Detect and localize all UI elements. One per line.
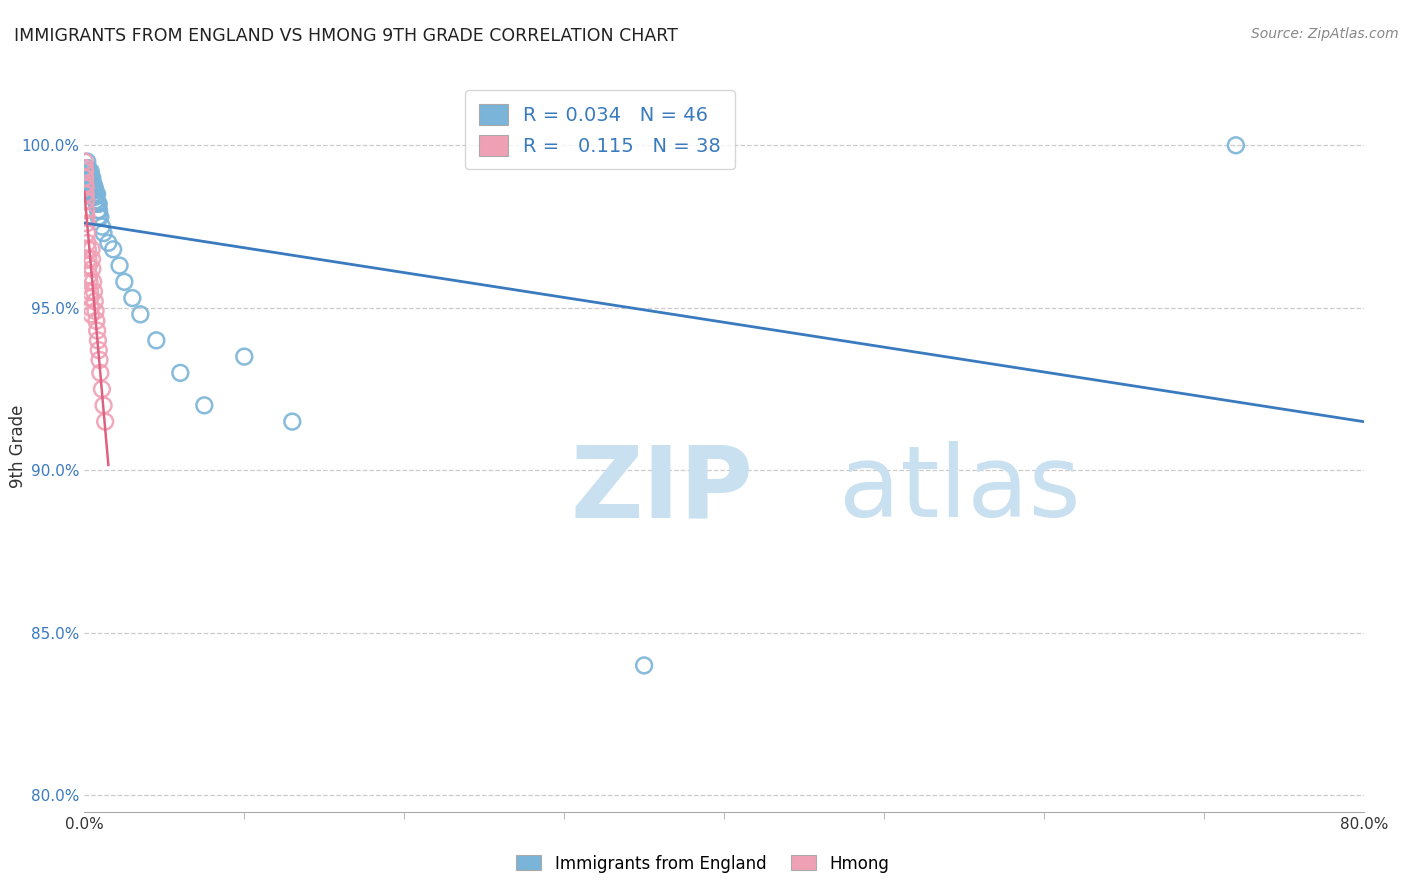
Point — [73, 164, 96, 178]
Point — [80, 301, 103, 315]
Point — [93, 226, 115, 240]
Point — [80, 243, 103, 257]
Point — [233, 350, 256, 364]
Point — [84, 187, 107, 202]
Point — [83, 190, 105, 204]
Point — [77, 170, 100, 185]
Y-axis label: 9th Grade: 9th Grade — [8, 404, 27, 488]
Point — [86, 187, 108, 202]
Point — [87, 196, 110, 211]
Point — [79, 174, 101, 188]
Point — [73, 161, 96, 175]
Point — [77, 164, 100, 178]
Point — [108, 259, 131, 273]
Point — [82, 187, 104, 202]
Point — [82, 275, 104, 289]
Text: ZIP: ZIP — [571, 442, 754, 539]
Point — [80, 164, 103, 178]
Point — [76, 216, 98, 230]
Point — [79, 291, 101, 305]
Point — [93, 398, 115, 412]
Legend: Immigrants from England, Hmong: Immigrants from England, Hmong — [510, 848, 896, 880]
Point — [77, 161, 100, 175]
Point — [633, 658, 655, 673]
Point — [75, 194, 97, 208]
Point — [80, 252, 103, 266]
Point — [82, 180, 104, 194]
Point — [80, 307, 103, 321]
Text: Source: ZipAtlas.com: Source: ZipAtlas.com — [1251, 27, 1399, 41]
Point — [77, 252, 100, 266]
Point — [169, 366, 191, 380]
Legend: R = 0.034   N = 46, R =   0.115   N = 38: R = 0.034 N = 46, R = 0.115 N = 38 — [465, 90, 735, 169]
Point — [75, 180, 97, 194]
Point — [75, 203, 97, 218]
Point — [87, 334, 110, 348]
Point — [84, 304, 107, 318]
Point — [79, 275, 101, 289]
Point — [94, 415, 117, 429]
Point — [86, 314, 108, 328]
Text: IMMIGRANTS FROM ENGLAND VS HMONG 9TH GRADE CORRELATION CHART: IMMIGRANTS FROM ENGLAND VS HMONG 9TH GRA… — [14, 27, 678, 45]
Point — [83, 294, 105, 309]
Point — [76, 210, 98, 224]
Point — [80, 184, 103, 198]
Point — [82, 261, 104, 276]
Point — [281, 415, 304, 429]
Point — [86, 194, 108, 208]
Point — [83, 285, 105, 299]
Point — [83, 178, 105, 192]
Point — [79, 170, 101, 185]
Point — [77, 243, 100, 257]
Point — [89, 366, 111, 380]
Point — [82, 170, 104, 185]
Point — [193, 398, 215, 412]
Point — [86, 196, 108, 211]
Point — [129, 307, 152, 321]
Point — [84, 187, 107, 202]
Point — [89, 352, 111, 367]
Point — [77, 268, 100, 283]
Point — [101, 243, 124, 257]
Point — [89, 210, 111, 224]
Point — [79, 178, 101, 192]
Point — [77, 168, 100, 182]
Point — [83, 184, 105, 198]
Point — [79, 285, 101, 299]
Point — [87, 210, 110, 224]
Point — [75, 178, 97, 192]
Point — [76, 226, 98, 240]
Point — [80, 170, 103, 185]
Point — [112, 275, 135, 289]
Point — [145, 334, 167, 348]
Point — [77, 259, 100, 273]
Point — [121, 291, 143, 305]
Point — [80, 178, 103, 192]
Point — [87, 203, 110, 218]
Point — [75, 187, 97, 202]
Point — [84, 194, 107, 208]
Point — [76, 235, 98, 250]
Point — [83, 180, 105, 194]
Point — [97, 235, 120, 250]
Point — [87, 343, 110, 357]
Point — [87, 203, 110, 218]
Point — [91, 382, 114, 396]
Point — [86, 196, 108, 211]
Text: atlas: atlas — [839, 442, 1081, 539]
Point — [73, 154, 96, 169]
Point — [91, 219, 114, 234]
Point — [76, 154, 98, 169]
Point — [75, 170, 97, 185]
Point — [1225, 138, 1247, 153]
Point — [86, 324, 108, 338]
